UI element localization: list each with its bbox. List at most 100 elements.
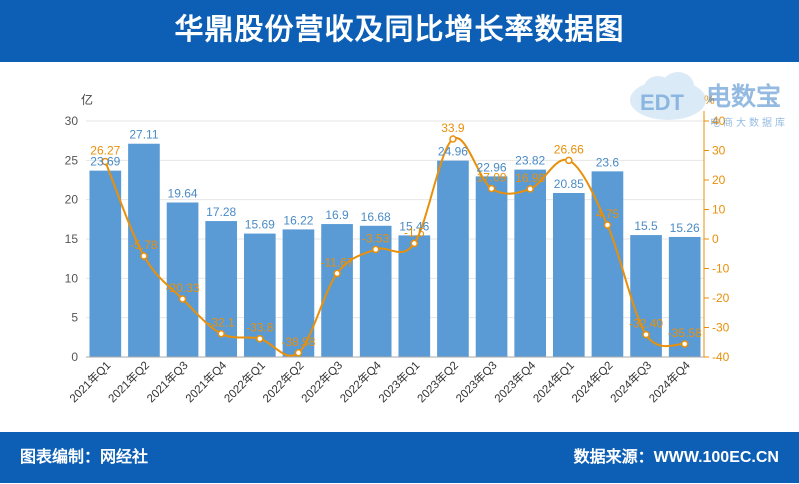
category-label: 2021年Q1 [66, 358, 113, 405]
growth-value-label: -35.58 [668, 326, 702, 340]
revenue-bar [166, 202, 199, 357]
growth-value-label: 17.09 [477, 171, 507, 185]
footer-banner: 图表编制：网经社 数据来源：WWW.100EC.CN [0, 432, 799, 483]
revenue-bar [437, 160, 469, 357]
bar-value-label: 22.96 [477, 160, 507, 174]
growth-value-label: -38.58 [281, 335, 315, 349]
revenue-bar [89, 170, 122, 357]
growth-point [449, 135, 457, 143]
right-axis-tick: -30 [712, 321, 730, 335]
category-label: 2022年Q3 [298, 358, 345, 405]
bar-value-label: 27.11 [129, 128, 158, 142]
growth-point [371, 245, 380, 254]
right-axis-tick: -10 [712, 262, 730, 276]
growth-point [101, 157, 110, 166]
category-label: 2021年Q2 [105, 358, 152, 405]
bar-value-label: 16.9 [325, 208, 349, 222]
growth-line-series [104, 136, 685, 357]
bar-value-label: 23.69 [90, 155, 120, 169]
growth-value-label: 26.27 [90, 144, 120, 158]
axes: 亿 % 0 5 10 15 20 25 30 -40 -30 -20 -10 0 10 20 30 40 202… [65, 92, 730, 405]
growth-point [333, 269, 341, 278]
growth-value-label: -5.78 [130, 238, 158, 252]
bar-value-label: 16.22 [283, 213, 313, 227]
svg-text:电商大数据库: 电商大数据库 [710, 116, 788, 129]
growth-value-label: 4.75 [596, 207, 620, 221]
left-axis-tick: 15 [65, 232, 79, 246]
bar-value-label: 24.96 [438, 145, 468, 159]
growth-point [642, 330, 650, 339]
category-label: 2021年Q3 [144, 358, 191, 405]
revenue-bar [321, 224, 353, 357]
left-axis-tick: 5 [71, 311, 78, 325]
category-label: 2023年Q3 [453, 358, 500, 405]
growth-point [603, 221, 612, 229]
data-source: 数据来源：WWW.100EC.CN [573, 449, 779, 466]
revenue-bar [668, 236, 701, 357]
growth-value-label: -32.40 [629, 317, 663, 331]
revenue-bar [128, 143, 160, 357]
right-axis-tick: 30 [712, 144, 726, 158]
revenue-bar [398, 235, 431, 357]
revenue-bar [359, 225, 392, 357]
title-banner: 华鼎股份营收及同比增长率数据图 [0, 0, 799, 62]
right-axis-tick: 40 [712, 114, 726, 128]
growth-point [526, 185, 534, 193]
bar-value-label: 17.28 [206, 205, 236, 219]
right-axis-tick: 10 [712, 203, 726, 217]
growth-value-label: -3.53 [362, 231, 390, 245]
category-label: 2022年Q1 [221, 358, 268, 405]
right-axis-unit: % [704, 93, 715, 107]
revenue-bar [630, 235, 662, 357]
growth-point [140, 252, 148, 260]
growth-point [256, 334, 264, 343]
growth-value-label: 16.98 [515, 171, 545, 185]
growth-value-label: -20.33 [166, 281, 200, 295]
data-labels: 23.69 27.11 19.64 17.28 15.69 16.22 16.9 16.68 1… [90, 121, 702, 349]
right-axis-tick: -40 [712, 350, 730, 364]
revenue-bars [89, 143, 701, 357]
left-axis-tick: 10 [65, 271, 79, 285]
revenue-bar [552, 192, 585, 357]
left-axis-tick: 0 [71, 350, 78, 364]
growth-value-label: 33.9 [441, 121, 465, 135]
bar-value-label: 15.69 [245, 218, 275, 232]
category-label: 2024年Q3 [607, 358, 654, 405]
category-label: 2023年Q1 [375, 358, 422, 405]
bar-value-label: 19.64 [168, 186, 198, 200]
bar-value-label: 20.85 [554, 177, 584, 191]
edt-logo: EDT 电数宝 电商大数据库 [628, 70, 798, 132]
growth-value-label: -11.67 [320, 255, 353, 269]
right-axis-tick: -20 [712, 291, 730, 305]
growth-value-label: -32.1 [208, 316, 236, 330]
growth-point [410, 239, 419, 248]
revenue-growth-chart: 23.69 27.11 19.64 17.28 15.69 16.22 16.9 16.68 1… [65, 92, 730, 405]
growth-point [680, 340, 689, 348]
growth-line [104, 136, 685, 357]
page-title: 华鼎股份营收及同比增长率数据图 [174, 14, 625, 46]
svg-text:电数宝: 电数宝 [706, 82, 781, 111]
growth-point [294, 349, 303, 357]
right-axis-tick: 0 [712, 232, 719, 246]
category-label: 2024年Q4 [646, 358, 693, 405]
bar-value-label: 23.6 [596, 155, 620, 169]
revenue-bar [514, 169, 547, 357]
growth-value-label: -1.5 [404, 225, 425, 239]
growth-points [101, 135, 689, 357]
growth-value-label: -33.8 [246, 321, 274, 335]
growth-point [565, 156, 573, 165]
left-axis-tick: 25 [65, 153, 79, 167]
category-label: 2022年Q2 [260, 358, 307, 405]
svg-text:EDT: EDT [640, 90, 685, 115]
growth-point [178, 295, 187, 303]
category-label: 2023年Q2 [414, 358, 461, 405]
category-label: 2024年Q1 [530, 358, 577, 405]
category-label: 2024年Q2 [569, 358, 616, 405]
bar-value-label: 16.68 [361, 210, 391, 224]
growth-point [217, 329, 225, 338]
left-axis-tick: 20 [65, 193, 79, 207]
right-axis-tick: 20 [712, 173, 726, 187]
revenue-bar [475, 176, 508, 357]
left-axis-tick: 30 [65, 114, 79, 128]
chart-credit: 图表编制：网经社 [20, 449, 149, 466]
